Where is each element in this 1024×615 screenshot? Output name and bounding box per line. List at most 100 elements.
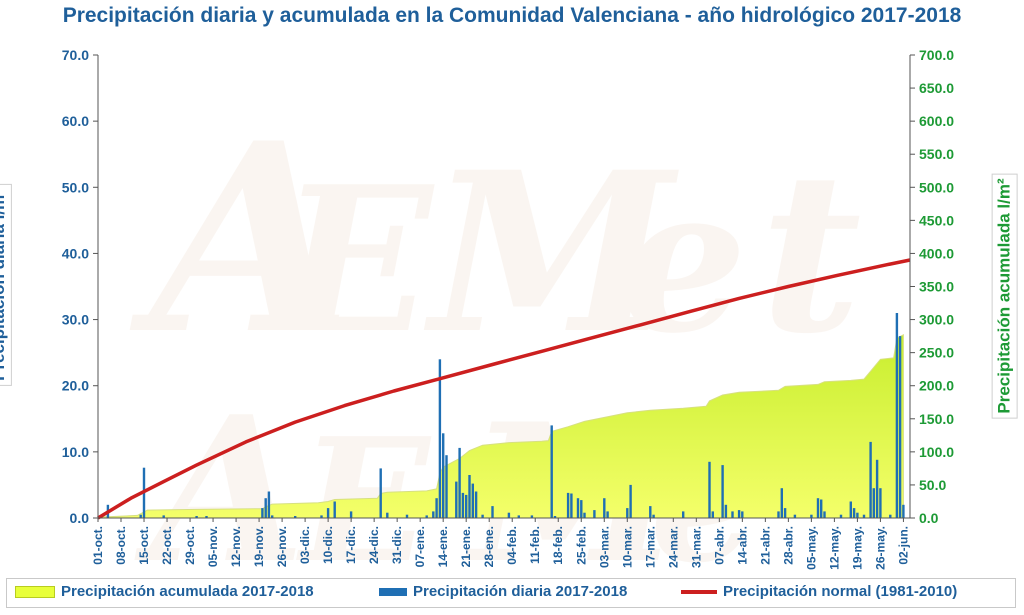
watermark-letter: A xyxy=(130,87,352,392)
x-tick-label: 26-may. xyxy=(873,526,887,570)
daily-bar xyxy=(721,465,724,518)
daily-bar xyxy=(550,425,553,518)
x-tick-label: 17-dic. xyxy=(344,526,358,564)
x-tick-label: 22-oct. xyxy=(160,526,174,565)
x-tick-label: 01-oct. xyxy=(91,526,105,565)
x-tick-label: 19-may. xyxy=(850,526,864,570)
x-tick-label: 19-nov. xyxy=(252,526,266,567)
x-tick-label: 28-ene. xyxy=(482,526,496,567)
x-tick-label: 24-mar. xyxy=(666,526,680,568)
daily-bar xyxy=(333,501,336,518)
x-tick-label: 08-oct. xyxy=(114,526,128,565)
daily-bar xyxy=(820,499,823,518)
daily-bar xyxy=(872,488,875,518)
daily-bar xyxy=(455,481,458,518)
right-axis-label: Precipitación acumulada l/m² xyxy=(991,173,1018,419)
daily-bar xyxy=(553,516,557,518)
daily-bar xyxy=(731,511,734,518)
left-tick-label: 10.0 xyxy=(62,444,89,460)
x-tick-label: 12-may. xyxy=(827,526,841,570)
daily-bar xyxy=(576,498,580,518)
daily-bar xyxy=(606,511,609,518)
daily-bar xyxy=(465,494,468,518)
daily-bar xyxy=(517,515,520,518)
right-tick-label: 50.0 xyxy=(919,477,946,493)
daily-bar xyxy=(856,512,859,518)
daily-bar xyxy=(875,459,879,518)
right-tick-label: 550.0 xyxy=(919,146,954,162)
right-tick-label: 700.0 xyxy=(919,47,954,63)
x-tick-label: 17-mar. xyxy=(643,526,657,568)
daily-bar xyxy=(682,511,685,518)
daily-bar xyxy=(570,493,573,518)
daily-bar xyxy=(902,504,905,518)
x-tick-label: 10-dic. xyxy=(321,526,335,564)
x-tick-label: 28-abr. xyxy=(781,526,795,565)
daily-bar xyxy=(205,516,208,518)
daily-bar xyxy=(481,514,484,518)
legend-item-accumulated: Precipitación acumulada 2017-2018 xyxy=(15,583,314,600)
daily-bar xyxy=(898,336,902,518)
right-tick-label: 300.0 xyxy=(919,312,954,328)
right-tick-label: 100.0 xyxy=(919,444,954,460)
daily-bar xyxy=(405,514,409,518)
legend-swatch-accumulated xyxy=(15,585,55,598)
daily-bar xyxy=(895,313,899,518)
x-tick-label: 18-feb. xyxy=(551,526,565,565)
x-tick-label: 14-abr. xyxy=(735,526,749,565)
right-tick-label: 350.0 xyxy=(919,279,954,295)
left-tick-label: 0.0 xyxy=(70,510,90,526)
x-tick-label: 10-mar. xyxy=(620,526,634,568)
daily-bar xyxy=(724,504,728,518)
daily-bar xyxy=(566,492,570,518)
daily-bar xyxy=(349,511,353,518)
daily-bar xyxy=(783,508,787,518)
daily-bar xyxy=(869,441,872,518)
daily-bar xyxy=(471,483,474,518)
daily-bar xyxy=(849,501,852,518)
chart-title: Precipitación diaria y acumulada en la C… xyxy=(62,4,962,27)
daily-bar xyxy=(386,512,389,518)
daily-bar xyxy=(458,447,461,518)
daily-bar xyxy=(823,511,826,518)
daily-bar xyxy=(139,514,142,518)
watermark-letter: e xyxy=(620,143,747,378)
daily-bar xyxy=(879,488,882,518)
legend-label-daily: Precipitación diaria 2017-2018 xyxy=(413,583,628,600)
right-tick-label: 500.0 xyxy=(919,179,954,195)
daily-bar xyxy=(507,512,511,518)
x-tick-label: 26-nov. xyxy=(275,526,289,567)
left-tick-label: 40.0 xyxy=(62,245,89,261)
x-tick-label: 02-jun. xyxy=(896,526,910,565)
daily-bar xyxy=(810,514,813,518)
x-tick-label: 21-abr. xyxy=(758,526,772,565)
x-tick-label: 29-oct. xyxy=(183,526,197,565)
daily-bar xyxy=(626,508,629,518)
legend-swatch-daily xyxy=(379,587,407,596)
daily-bar xyxy=(438,359,442,518)
daily-bar xyxy=(530,515,534,518)
daily-bar xyxy=(580,500,583,518)
daily-bar xyxy=(777,511,780,518)
daily-bar xyxy=(649,506,652,518)
daily-bar xyxy=(425,515,428,518)
right-tick-label: 250.0 xyxy=(919,345,954,361)
daily-bar xyxy=(435,498,438,518)
daily-bar xyxy=(326,508,330,518)
watermark-letter: M xyxy=(423,123,679,382)
daily-bar xyxy=(264,498,267,518)
x-tick-label: 25-feb. xyxy=(574,526,588,565)
daily-bar xyxy=(195,516,198,518)
daily-bar xyxy=(629,484,632,518)
left-tick-label: 70.0 xyxy=(62,47,89,63)
watermark-letter: t xyxy=(760,123,862,382)
daily-bar xyxy=(261,508,264,518)
daily-bar xyxy=(652,514,655,518)
daily-bar xyxy=(294,516,297,518)
watermark-letter: E xyxy=(275,143,435,378)
watermark-letter: E xyxy=(296,401,432,578)
right-tick-label: 650.0 xyxy=(919,80,954,96)
legend-label-accumulated: Precipitación acumulada 2017-2018 xyxy=(61,583,314,600)
normal-line xyxy=(97,258,911,520)
x-tick-label: 31-dic. xyxy=(390,526,404,564)
